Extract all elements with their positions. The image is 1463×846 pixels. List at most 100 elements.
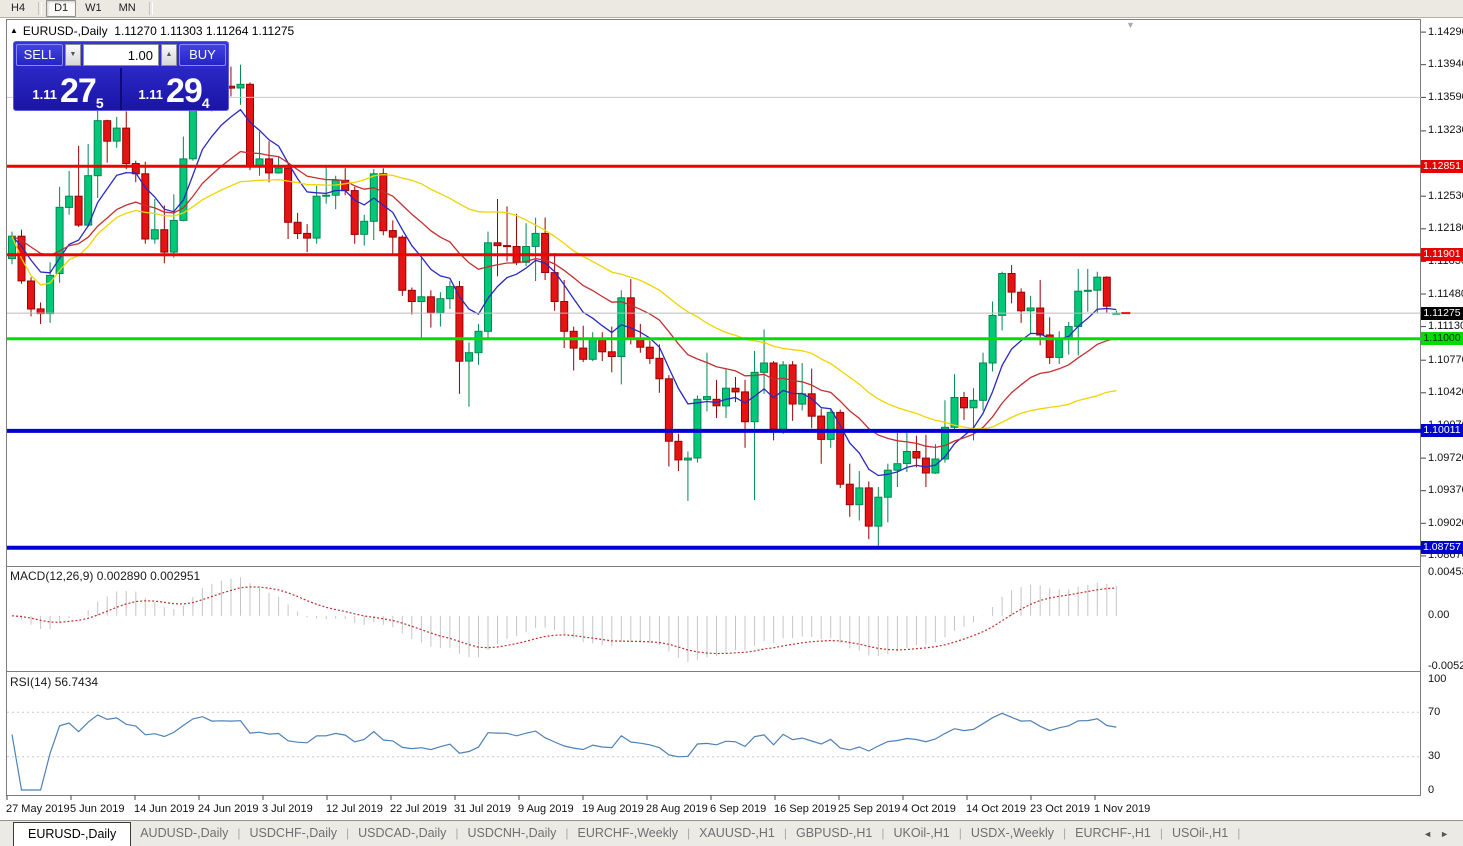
- price-axis-label: 1.11130: [1428, 320, 1463, 332]
- price-axis-label: 1.12180: [1428, 222, 1463, 234]
- price-axis-label: 1.09370: [1428, 484, 1463, 496]
- chart-tab-ukoil-h1[interactable]: UKOil-,H1: [893, 826, 950, 840]
- price-axis-tag: 1.08757: [1421, 541, 1463, 554]
- tab-separator: |: [783, 826, 787, 840]
- chart-tab-xauusd-h1[interactable]: XAUUSD-,H1: [699, 826, 775, 840]
- buy-price[interactable]: 1.11 29 4: [122, 68, 226, 110]
- chart-tab-audusd-daily[interactable]: AUDUSD-,Daily: [140, 826, 229, 840]
- chart-tab-usoil-h1[interactable]: USOil-,H1: [1171, 826, 1229, 840]
- price-axis-label: 1.13590: [1428, 91, 1463, 103]
- chart-title: ▲ EURUSD-,Daily 1.11270 1.11303 1.11264 1…: [10, 24, 294, 38]
- price-axis-label: 1.09720: [1428, 452, 1463, 464]
- macd-histogram: [21, 577, 1117, 662]
- price-axis-tag: 1.11901: [1421, 248, 1463, 261]
- date-axis-label: 3 Jul 2019: [262, 803, 313, 815]
- rsi-value: 56.7434: [54, 675, 99, 689]
- macd-signal-line: [11, 586, 1117, 655]
- price-axis-label: 1.10770: [1428, 354, 1463, 366]
- tab-separator: |: [237, 826, 241, 840]
- timeframe-button-d1[interactable]: D1: [46, 0, 77, 17]
- date-axis-label: 6 Sep 2019: [710, 803, 767, 815]
- chart-symbol-label: EURUSD-,Daily: [22, 24, 108, 38]
- tab-separator: |: [346, 826, 350, 840]
- price-axis-tag: 1.11000: [1421, 332, 1463, 345]
- tab-separator: |: [1063, 826, 1067, 840]
- sell-price[interactable]: 1.11 27 5: [16, 68, 122, 110]
- chart-tab-gbpusd-h1[interactable]: GBPUSD-,H1: [795, 826, 873, 840]
- price-axis-label: 1.10420: [1428, 386, 1463, 398]
- rsi-label: RSI(14) 56.7434: [10, 675, 99, 689]
- chart-tab-eurchf-h1[interactable]: EURCHF-,H1: [1075, 826, 1151, 840]
- sell-button[interactable]: SELL: [16, 44, 63, 66]
- price-axis-label: 1.13230: [1428, 124, 1463, 136]
- chart-tab-eurusd-daily[interactable]: EURUSD-,Daily: [13, 822, 132, 846]
- chart-shift-icon: ▼: [1126, 20, 1135, 30]
- buy-price-prefix: 1.11: [138, 87, 163, 102]
- date-axis-label: 16 Sep 2019: [774, 803, 837, 815]
- tab-scroll-right-icon[interactable]: ►: [1440, 829, 1457, 839]
- rsi-axis-label: 0: [1428, 784, 1435, 796]
- date-axis-label: 1 Nov 2019: [1094, 803, 1151, 815]
- candles-layer: [8, 48, 1121, 548]
- sell-price-big: 27: [59, 72, 97, 110]
- macd-label: MACD(12,26,9) 0.002890 0.002951: [10, 569, 201, 583]
- date-axis-label: 25 Sep 2019: [838, 803, 901, 815]
- price-axis-label: 1.09020: [1428, 517, 1463, 529]
- panel-frames: [6, 19, 1421, 796]
- volume-up-icon[interactable]: ▲: [161, 44, 177, 66]
- macd-axis-label: -0.005205: [1428, 660, 1463, 672]
- tab-separator: |: [565, 826, 569, 840]
- tab-separator: |: [881, 826, 885, 840]
- tab-scroll-left-icon[interactable]: ◄: [1423, 829, 1441, 839]
- buy-button[interactable]: BUY: [179, 44, 226, 66]
- rsi-axis-label: 100: [1428, 673, 1447, 685]
- tab-separator: |: [455, 826, 459, 840]
- volume-input[interactable]: [83, 44, 159, 66]
- axis-ticks: [6, 31, 1426, 800]
- rsi-axis-label: 70: [1428, 706, 1441, 718]
- buy-price-big: 29: [165, 72, 203, 110]
- tab-scroll-arrows[interactable]: ◄►: [1423, 829, 1457, 839]
- date-axis-label: 19 Aug 2019: [582, 803, 644, 815]
- price-axis-label: 1.13940: [1428, 58, 1463, 70]
- sell-price-prefix: 1.11: [32, 87, 57, 102]
- timeframe-button-h4[interactable]: H4: [11, 2, 26, 14]
- toolbar-separator: [148, 2, 153, 15]
- price-axis-tag: 1.11275: [1421, 307, 1463, 320]
- date-axis-label: 9 Aug 2019: [518, 803, 574, 815]
- price-axis-label: 1.14290: [1428, 26, 1463, 38]
- buy-price-sup: 4: [201, 95, 210, 111]
- date-axis-label: 24 Jun 2019: [198, 803, 259, 815]
- chart-tab-usdx-weekly[interactable]: USDX-,Weekly: [970, 826, 1055, 840]
- date-axis-label: 14 Oct 2019: [966, 803, 1026, 815]
- timeframe-button-mn[interactable]: MN: [118, 2, 136, 14]
- macd-value-main: 0.002890: [96, 569, 147, 583]
- volume-down-icon[interactable]: ▼: [65, 44, 81, 66]
- macd-value-signal: 0.002951: [150, 569, 201, 583]
- date-axis-label: 27 May 2019: [6, 803, 70, 815]
- tab-separator: |: [958, 826, 962, 840]
- collapse-arrow-icon[interactable]: ▲: [10, 26, 18, 35]
- chart-tab-usdcad-daily[interactable]: USDCAD-,Daily: [358, 826, 447, 840]
- chart-ohlc-values: 1.11270 1.11303 1.11264 1.11275: [114, 24, 295, 38]
- sell-price-sup: 5: [95, 95, 104, 111]
- timeframe-button-w1[interactable]: W1: [85, 2, 102, 14]
- rsi-axis-label: 30: [1428, 750, 1441, 762]
- date-axis-label: 31 Jul 2019: [454, 803, 511, 815]
- tab-separator: |: [1237, 826, 1241, 840]
- tab-separator: |: [687, 826, 691, 840]
- rsi-line: [11, 712, 1117, 791]
- price-axis-label: 1.11480: [1428, 288, 1463, 300]
- price-axis-tag: 1.10011: [1421, 424, 1463, 437]
- date-axis-label: 22 Jul 2019: [390, 803, 447, 815]
- horizontal-level-lines: [7, 96, 1421, 550]
- chart-tab-usdchf-daily[interactable]: USDCHF-,Daily: [249, 826, 338, 840]
- chart-tab-eurchf-weekly[interactable]: EURCHF-,Weekly: [577, 826, 678, 840]
- chart-tab-bar: EURUSD-,Daily AUDUSD-,Daily | USDCHF-,Daily…: [0, 820, 1463, 846]
- tab-separator: |: [1159, 826, 1163, 840]
- date-axis-label: 12 Jul 2019: [326, 803, 383, 815]
- chart-tab-usdcnh-daily[interactable]: USDCNH-,Daily: [467, 826, 557, 840]
- date-axis-label: 23 Oct 2019: [1030, 803, 1090, 815]
